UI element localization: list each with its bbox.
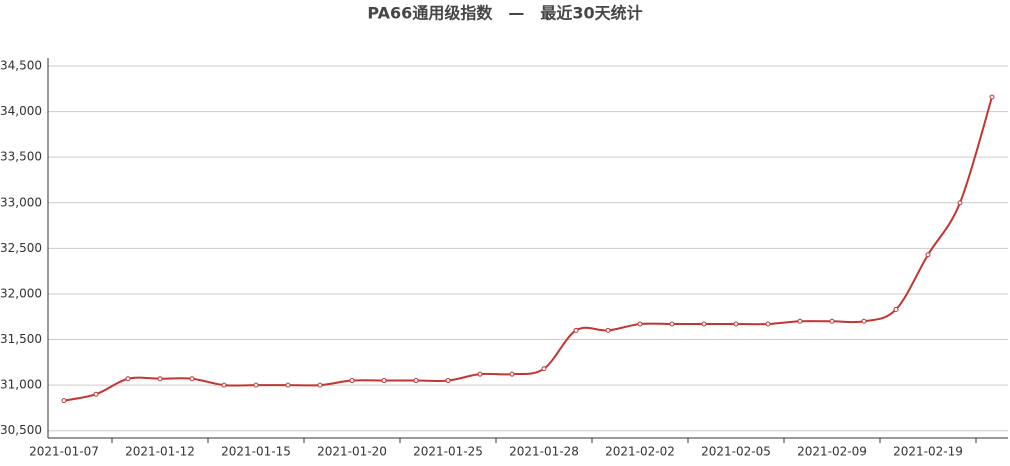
y-tick-label: 32,500	[0, 241, 42, 255]
point	[349, 378, 355, 384]
point	[637, 321, 643, 327]
point	[221, 382, 227, 388]
y-tick-label: 33,500	[0, 150, 42, 164]
point	[541, 366, 547, 372]
x-tick-label: 2021-02-09	[797, 445, 867, 459]
point	[477, 371, 483, 377]
point	[893, 306, 899, 312]
point	[509, 371, 515, 377]
x-tick-label: 2021-02-05	[701, 445, 771, 459]
y-tick-label: 30,500	[0, 423, 42, 437]
point	[413, 378, 419, 384]
point	[381, 378, 387, 384]
point	[957, 200, 963, 206]
point	[989, 94, 995, 100]
x-tick-label: 2021-02-02	[605, 445, 675, 459]
y-tick-label: 31,500	[0, 332, 42, 346]
y-tick-label: 31,000	[0, 378, 42, 392]
x-tick-label: 2021-01-25	[413, 445, 483, 459]
point	[573, 327, 579, 333]
point	[765, 321, 771, 327]
point	[829, 318, 835, 324]
y-tick-label: 32,000	[0, 286, 42, 300]
point	[445, 378, 451, 384]
x-tick-label: 2021-01-28	[509, 445, 579, 459]
point	[701, 321, 707, 327]
point	[733, 321, 739, 327]
x-tick-label: 2021-01-20	[317, 445, 387, 459]
point	[189, 376, 195, 382]
x-tick-label: 2021-01-12	[125, 445, 195, 459]
y-tick-label: 34,500	[0, 59, 42, 73]
x-tick-label: 2021-02-19	[893, 445, 963, 459]
x-tick-label: 2021-01-15	[221, 445, 291, 459]
point	[253, 382, 259, 388]
point	[285, 382, 291, 388]
point	[93, 391, 99, 397]
point	[317, 382, 323, 388]
point	[669, 321, 675, 327]
point	[125, 376, 131, 382]
point	[925, 252, 931, 258]
point	[61, 398, 67, 404]
point	[605, 327, 611, 333]
x-tick-label: 2021-01-07	[29, 445, 99, 459]
y-tick-label: 34,000	[0, 104, 42, 118]
point	[861, 318, 867, 324]
point	[157, 376, 163, 382]
chart-title: PA66通用级指数 — 最近30天统计	[367, 4, 642, 23]
y-tick-label: 33,000	[0, 195, 42, 209]
point	[797, 318, 803, 324]
